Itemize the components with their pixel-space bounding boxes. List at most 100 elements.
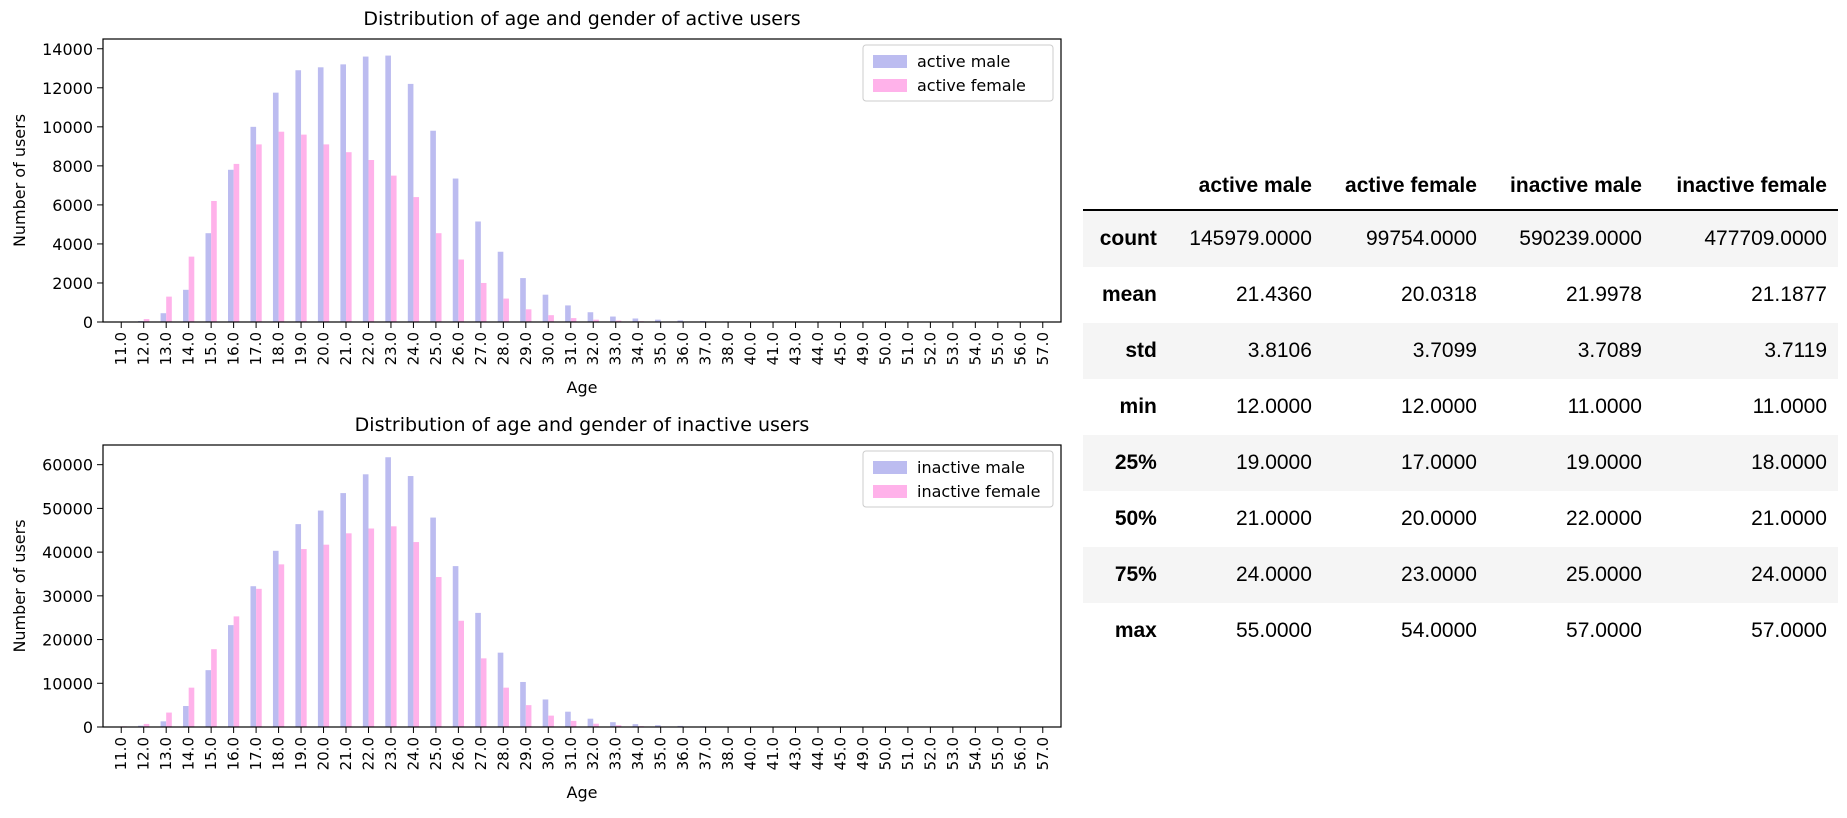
bar bbox=[571, 721, 577, 727]
x-tick-label: 37.0 bbox=[697, 737, 715, 770]
row-label: min bbox=[1083, 379, 1168, 435]
y-tick-label: 12000 bbox=[42, 79, 93, 98]
x-tick-label: 12.0 bbox=[135, 332, 153, 365]
row-label: std bbox=[1083, 323, 1168, 379]
stat-cell: 24.0000 bbox=[1168, 547, 1323, 603]
x-tick-label: 31.0 bbox=[562, 737, 580, 770]
x-tick-label: 28.0 bbox=[494, 332, 512, 365]
x-tick-label: 55.0 bbox=[989, 332, 1007, 365]
stat-cell: 19.0000 bbox=[1488, 435, 1653, 491]
x-tick-label: 51.0 bbox=[899, 332, 917, 365]
y-tick-label: 50000 bbox=[42, 499, 93, 518]
x-tick-label: 17.0 bbox=[247, 737, 265, 770]
x-tick-label: 37.0 bbox=[697, 332, 715, 365]
bar bbox=[189, 257, 195, 322]
stats-row-75: 75% 24.0000 23.0000 25.0000 24.0000 bbox=[1083, 547, 1838, 603]
x-tick-label: 54.0 bbox=[966, 737, 984, 770]
bar bbox=[279, 564, 285, 727]
x-tick-label: 52.0 bbox=[921, 737, 939, 770]
x-tick-label: 45.0 bbox=[831, 737, 849, 770]
legend-entry: active female bbox=[917, 76, 1026, 95]
bar bbox=[161, 721, 167, 727]
x-tick-label: 31.0 bbox=[562, 332, 580, 365]
y-tick-label: 0 bbox=[83, 313, 93, 332]
row-label: 25% bbox=[1083, 435, 1168, 491]
stat-cell: 18.0000 bbox=[1653, 435, 1838, 491]
legend-swatch bbox=[873, 485, 907, 498]
x-tick-label: 50.0 bbox=[876, 332, 894, 365]
x-tick-label: 33.0 bbox=[607, 332, 625, 365]
stat-cell: 55.0000 bbox=[1168, 603, 1323, 659]
x-tick-label: 12.0 bbox=[135, 737, 153, 770]
bar bbox=[548, 315, 554, 322]
x-tick-label: 25.0 bbox=[427, 737, 445, 770]
legend-entry: active male bbox=[917, 52, 1010, 71]
x-tick-label: 34.0 bbox=[629, 332, 647, 365]
x-tick-label: 16.0 bbox=[225, 332, 243, 365]
stat-cell: 24.0000 bbox=[1653, 547, 1838, 603]
x-tick-label: 40.0 bbox=[742, 737, 760, 770]
bar bbox=[318, 67, 324, 322]
bar bbox=[368, 529, 374, 727]
x-tick-label: 52.0 bbox=[921, 332, 939, 365]
x-tick-label: 11.0 bbox=[112, 737, 130, 770]
x-tick-label: 25.0 bbox=[427, 332, 445, 365]
bar bbox=[385, 457, 391, 727]
x-tick-label: 24.0 bbox=[404, 332, 422, 365]
x-tick-label: 41.0 bbox=[764, 332, 782, 365]
stat-cell: 145979.0000 bbox=[1168, 210, 1323, 267]
x-tick-label: 15.0 bbox=[202, 332, 220, 365]
bar bbox=[498, 252, 504, 322]
y-tick-label: 8000 bbox=[52, 157, 93, 176]
x-tick-label: 13.0 bbox=[157, 332, 175, 365]
bar bbox=[526, 309, 532, 322]
legend-entry: inactive female bbox=[917, 482, 1040, 501]
stat-cell: 22.0000 bbox=[1488, 491, 1653, 547]
x-tick-label: 55.0 bbox=[989, 737, 1007, 770]
bar bbox=[228, 625, 234, 727]
stats-row-max: max 55.0000 54.0000 57.0000 57.0000 bbox=[1083, 603, 1838, 659]
stats-row-std: std 3.8106 3.7099 3.7089 3.7119 bbox=[1083, 323, 1838, 379]
stat-cell: 11.0000 bbox=[1488, 379, 1653, 435]
y-tick-label: 10000 bbox=[42, 118, 93, 137]
stat-cell: 21.1877 bbox=[1653, 267, 1838, 323]
stat-cell: 3.7089 bbox=[1488, 323, 1653, 379]
stat-cell: 21.9978 bbox=[1488, 267, 1653, 323]
y-tick-label: 2000 bbox=[52, 274, 93, 293]
bar bbox=[475, 613, 481, 727]
bar bbox=[526, 705, 532, 727]
bar bbox=[610, 317, 616, 322]
x-tick-label: 18.0 bbox=[270, 332, 288, 365]
stats-table: active male active female inactive male … bbox=[1083, 163, 1838, 659]
bar bbox=[340, 64, 346, 322]
x-tick-label: 34.0 bbox=[629, 737, 647, 770]
column-header: inactive male bbox=[1488, 163, 1653, 210]
x-tick-label: 54.0 bbox=[966, 332, 984, 365]
stat-cell: 23.0000 bbox=[1323, 547, 1488, 603]
x-tick-label: 19.0 bbox=[292, 737, 310, 770]
x-tick-label: 57.0 bbox=[1034, 737, 1052, 770]
bar bbox=[588, 312, 594, 322]
column-header: active female bbox=[1323, 163, 1488, 210]
x-tick-label: 32.0 bbox=[584, 332, 602, 365]
legend-swatch bbox=[873, 55, 907, 68]
bar bbox=[211, 201, 217, 322]
x-tick-label: 19.0 bbox=[292, 332, 310, 365]
chart-title: Distribution of age and gender of active… bbox=[363, 8, 800, 30]
row-label: 50% bbox=[1083, 491, 1168, 547]
x-tick-label: 26.0 bbox=[449, 332, 467, 365]
y-axis-label: Number of users bbox=[10, 519, 29, 652]
stat-cell: 21.4360 bbox=[1168, 267, 1323, 323]
bar bbox=[318, 511, 324, 727]
x-axis-label: Age bbox=[567, 783, 598, 802]
bar bbox=[391, 526, 397, 727]
x-tick-label: 38.0 bbox=[719, 737, 737, 770]
x-tick-label: 23.0 bbox=[382, 332, 400, 365]
y-tick-label: 40000 bbox=[42, 543, 93, 562]
y-tick-label: 0 bbox=[83, 718, 93, 737]
x-tick-label: 17.0 bbox=[247, 332, 265, 365]
x-tick-label: 44.0 bbox=[809, 332, 827, 365]
x-tick-label: 21.0 bbox=[337, 737, 355, 770]
x-tick-label: 53.0 bbox=[944, 332, 962, 365]
bar bbox=[503, 299, 509, 322]
